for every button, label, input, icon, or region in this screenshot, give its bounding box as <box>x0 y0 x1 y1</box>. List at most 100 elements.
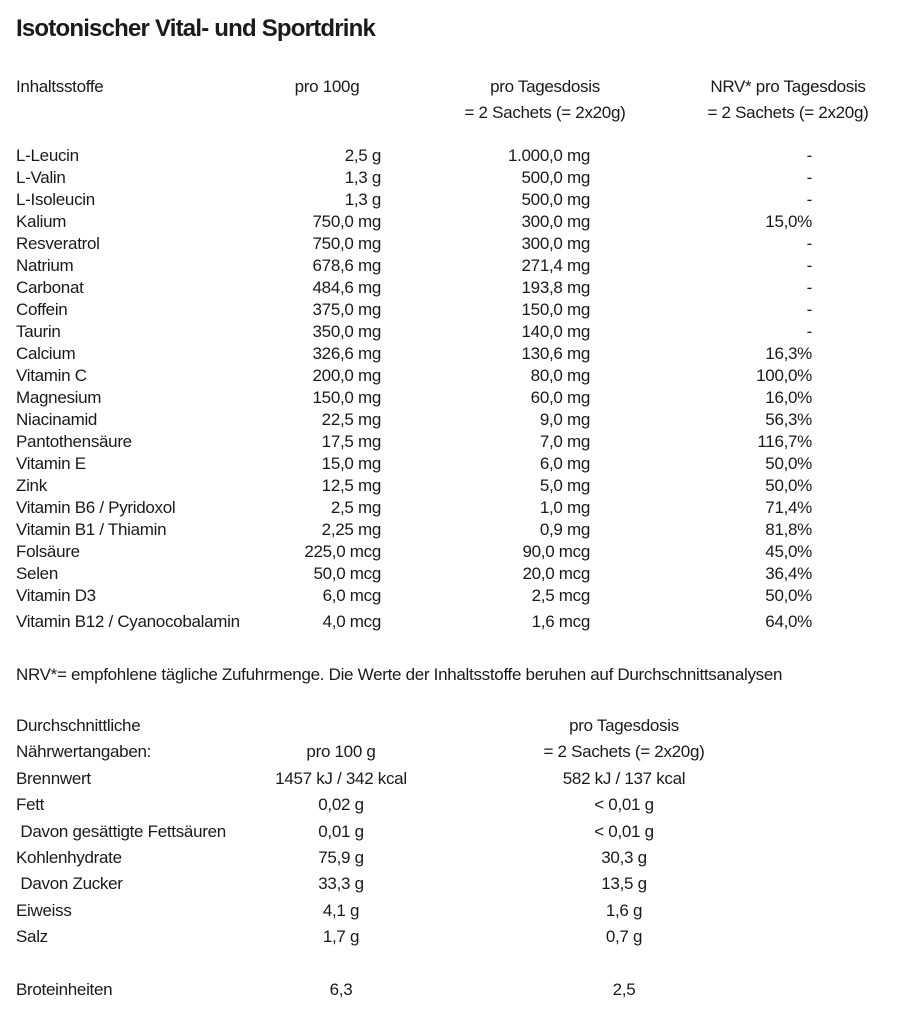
cell: 12,5 mg <box>321 476 382 495</box>
cell: 6,0 mcg <box>322 586 382 605</box>
row-label: Broteinheiten <box>16 980 113 999</box>
row-label: Niacinamid <box>16 410 98 429</box>
cell: - <box>806 146 813 165</box>
row-label: Brennwert <box>16 769 91 788</box>
column-header: pro 100 g <box>306 742 376 761</box>
cell: 50,0% <box>765 454 812 473</box>
cell: 4,1 g <box>322 900 360 920</box>
row-label: Vitamin E <box>16 454 86 473</box>
cell: 30,3 g <box>601 847 647 867</box>
cell: 6,3 <box>329 980 353 999</box>
cell: 582 kJ / 137 kcal <box>562 769 686 788</box>
row-label: Eiweiss <box>16 900 72 920</box>
cell: 16,0% <box>765 388 812 407</box>
cell: 50,0% <box>765 476 812 495</box>
cell: 80,0 mg <box>530 366 591 385</box>
cell: 2,5 mg <box>330 498 381 517</box>
cell: 20,0 mcg <box>522 564 590 583</box>
row-label: Vitamin B12 / Cyanocobalamin <box>16 612 240 631</box>
cell: - <box>806 168 813 187</box>
cell: 9,0 mg <box>539 410 590 429</box>
cell: 36,4% <box>765 564 812 583</box>
cell: < 0,01 g <box>594 821 654 841</box>
cell: 2,5 mcg <box>531 586 591 605</box>
cell: 140,0 mg <box>521 322 591 341</box>
row-label: Davon gesättigte Fettsäuren <box>16 821 226 841</box>
cell: 750,0 mg <box>312 234 382 253</box>
cell: 0,9 mg <box>539 520 590 539</box>
cell: 750,0 mg <box>312 212 382 231</box>
cell: 484,6 mg <box>312 278 382 297</box>
row-label: L-Valin <box>16 168 66 187</box>
cell: 5,0 mg <box>539 476 590 495</box>
row-label: Selen <box>16 564 58 583</box>
cell: 15,0% <box>765 212 812 231</box>
column-header: Inhaltsstoffe <box>16 77 104 96</box>
cell: 0,7 g <box>605 926 643 946</box>
cell: 6,0 mg <box>539 454 590 473</box>
cell: - <box>806 278 813 297</box>
cell: 1457 kJ / 342 kcal <box>275 769 407 788</box>
cell: 75,9 g <box>318 847 364 867</box>
column-subheader: = 2 Sachets (= 2x20g) <box>707 103 869 122</box>
cell: 56,3% <box>765 410 812 429</box>
column-header: pro 100g <box>294 77 360 96</box>
row-label: Coffein <box>16 300 68 319</box>
cell: 193,8 mg <box>521 278 591 297</box>
cell: - <box>806 300 813 319</box>
row-label: Vitamin B1 / Thiamin <box>16 520 167 539</box>
cell: 375,0 mg <box>312 300 382 319</box>
cell: - <box>806 256 813 275</box>
cell: 33,3 g <box>318 874 364 894</box>
row-label: Fett <box>16 795 45 815</box>
row-label: Folsäure <box>16 542 80 561</box>
row-label: Resveratrol <box>16 234 100 253</box>
cell: 130,6 mg <box>521 344 591 363</box>
title: Isotonischer Vital- und Sportdrink <box>16 15 376 42</box>
row-label: Vitamin D3 <box>16 586 96 605</box>
row-label: Calcium <box>16 344 76 363</box>
column-header: pro Tagesdosis <box>569 716 679 735</box>
column-header: pro Tagesdosis <box>490 77 600 96</box>
cell: 7,0 mg <box>539 432 590 451</box>
row-label: Vitamin B6 / Pyridoxol <box>16 498 176 517</box>
cell: 271,4 mg <box>521 256 591 275</box>
column-subheader: = 2 Sachets (= 2x20g) <box>464 103 626 122</box>
cell: 60,0 mg <box>530 388 591 407</box>
cell: 1,6 g <box>605 900 643 920</box>
row-label: L-Leucin <box>16 146 79 165</box>
cell: 1,3 g <box>344 168 382 187</box>
cell: 1,7 g <box>322 926 360 946</box>
cell: 16,3% <box>765 344 812 363</box>
cell: 150,0 mg <box>521 300 591 319</box>
cell: - <box>806 322 813 341</box>
cell: 350,0 mg <box>312 322 382 341</box>
cell: 90,0 mcg <box>522 542 590 561</box>
cell: 50,0% <box>765 586 812 605</box>
cell: 4,0 mcg <box>322 612 382 631</box>
cell: 22,5 mg <box>321 410 382 429</box>
row-label: Taurin <box>16 322 61 341</box>
cell: 1,3 g <box>344 190 382 209</box>
cell: 678,6 mg <box>312 256 382 275</box>
cell: 300,0 mg <box>521 212 591 231</box>
row-label: Salz <box>16 926 48 946</box>
cell: 1.000,0 mg <box>507 146 590 165</box>
cell: 150,0 mg <box>312 388 382 407</box>
row-label: Carbonat <box>16 278 84 297</box>
row-label: Magnesium <box>16 388 102 407</box>
column-header: Nährwertangaben: <box>16 742 152 761</box>
cell: 15,0 mg <box>321 454 382 473</box>
cell: 64,0% <box>765 612 812 631</box>
cell: 326,6 mg <box>312 344 382 363</box>
cell: 200,0 mg <box>312 366 382 385</box>
cell: 1,6 mcg <box>531 612 591 631</box>
cell: 0,01 g <box>318 821 364 841</box>
footnote: NRV*= empfohlene tägliche Zufuhrmenge. D… <box>16 665 783 684</box>
cell: 81,8% <box>765 520 812 539</box>
cell: 0,02 g <box>318 795 364 815</box>
cell: 2,5 g <box>344 146 382 165</box>
column-header: = 2 Sachets (= 2x20g) <box>543 742 705 761</box>
row-label: Zink <box>16 476 47 495</box>
